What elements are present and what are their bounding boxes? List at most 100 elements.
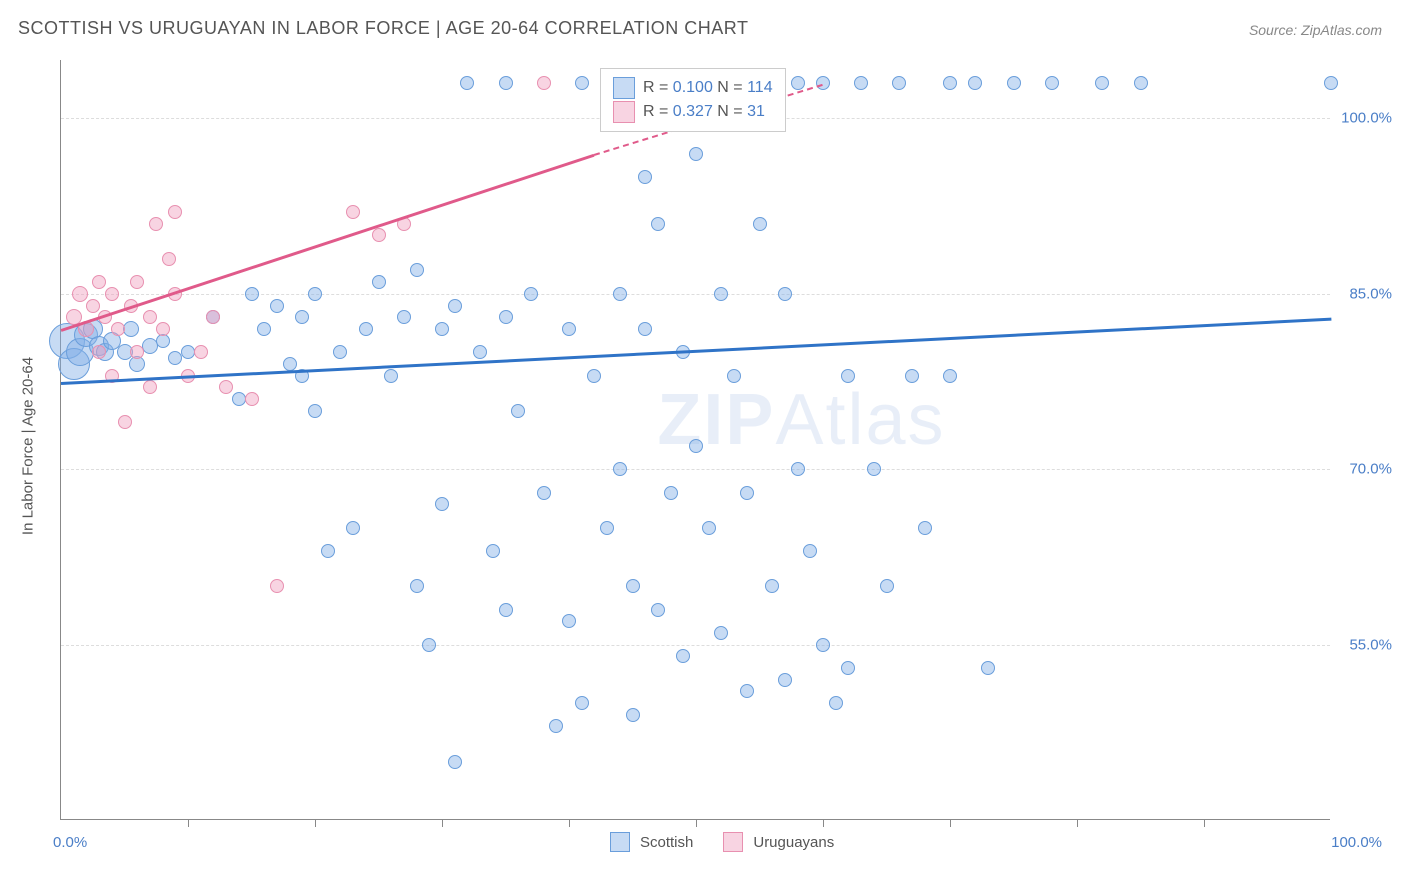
legend-stat-text: R = 0.100 N = 114 — [643, 79, 773, 97]
scatter-point — [245, 392, 259, 406]
scatter-point — [689, 147, 703, 161]
watermark-suffix: Atlas — [775, 380, 945, 460]
scatter-point — [460, 76, 474, 90]
y-tick-label: 70.0% — [1349, 461, 1392, 478]
scatter-point — [511, 404, 525, 418]
scatter-point — [499, 603, 513, 617]
scatter-point — [638, 170, 652, 184]
x-tick — [188, 819, 189, 827]
scatter-point — [537, 486, 551, 500]
scatter-point — [702, 521, 716, 535]
scatter-point — [435, 497, 449, 511]
scatter-point — [162, 252, 176, 266]
scatter-point — [829, 696, 843, 710]
scatter-point — [816, 638, 830, 652]
scatter-point — [384, 369, 398, 383]
scatter-point — [359, 322, 373, 336]
scatter-point — [333, 345, 347, 359]
y-tick-label: 100.0% — [1341, 110, 1392, 127]
scatter-point — [435, 322, 449, 336]
scatter-point — [791, 462, 805, 476]
legend-stat-row: R = 0.327 N = 31 — [613, 101, 773, 123]
scatter-point — [664, 486, 678, 500]
scatter-point — [778, 673, 792, 687]
legend-series-label: Uruguayans — [753, 834, 834, 851]
scatter-point — [1134, 76, 1148, 90]
scatter-point — [880, 579, 894, 593]
scatter-point — [753, 217, 767, 231]
gridline — [61, 645, 1330, 646]
scatter-point — [295, 310, 309, 324]
scatter-point — [905, 369, 919, 383]
scatter-point — [943, 369, 957, 383]
plot-area: ZIPAtlas 55.0%70.0%85.0%100.0% — [60, 60, 1330, 820]
x-tick — [1077, 819, 1078, 827]
scatter-point — [92, 345, 106, 359]
scatter-point — [111, 322, 125, 336]
scatter-point — [72, 286, 88, 302]
scatter-point — [130, 275, 144, 289]
scatter-point — [346, 521, 360, 535]
scatter-point — [1045, 76, 1059, 90]
legend-series-label: Scottish — [640, 834, 693, 851]
scatter-point — [346, 205, 360, 219]
scatter-point — [740, 486, 754, 500]
scatter-point — [1324, 76, 1338, 90]
legend-swatch — [613, 101, 635, 123]
scatter-point — [270, 579, 284, 593]
scatter-point — [791, 76, 805, 90]
scatter-point — [410, 263, 424, 277]
x-tick — [696, 819, 697, 827]
legend-stat-text: R = 0.327 N = 31 — [643, 103, 765, 121]
scatter-point — [841, 661, 855, 675]
scatter-point — [194, 345, 208, 359]
scatter-point — [448, 755, 462, 769]
source-label: Source: ZipAtlas.com — [1249, 22, 1382, 38]
trend-line — [61, 154, 595, 332]
scatter-point — [105, 287, 119, 301]
legend-swatch — [723, 832, 743, 852]
scatter-point — [854, 76, 868, 90]
scatter-point — [499, 76, 513, 90]
scatter-point — [1095, 76, 1109, 90]
x-axis-max-label: 100.0% — [1331, 834, 1382, 851]
scatter-point — [168, 205, 182, 219]
scatter-point — [740, 684, 754, 698]
scatter-point — [943, 76, 957, 90]
scatter-point — [651, 217, 665, 231]
scatter-point — [372, 275, 386, 289]
scatter-point — [562, 614, 576, 628]
scatter-point — [92, 275, 106, 289]
scatter-point — [257, 322, 271, 336]
legend-stats: R = 0.100 N = 114 R = 0.327 N = 31 — [600, 68, 786, 132]
x-tick — [823, 819, 824, 827]
scatter-point — [803, 544, 817, 558]
scatter-point — [816, 76, 830, 90]
y-tick-label: 85.0% — [1349, 285, 1392, 302]
scatter-point — [727, 369, 741, 383]
scatter-point — [918, 521, 932, 535]
scatter-point — [613, 462, 627, 476]
y-tick-label: 55.0% — [1349, 636, 1392, 653]
scatter-point — [283, 357, 297, 371]
scatter-point — [1007, 76, 1021, 90]
scatter-point — [981, 661, 995, 675]
scatter-point — [410, 579, 424, 593]
chart-container: SCOTTISH VS URUGUAYAN IN LABOR FORCE | A… — [0, 0, 1406, 892]
scatter-point — [308, 404, 322, 418]
x-tick — [315, 819, 316, 827]
scatter-point — [245, 287, 259, 301]
scatter-point — [308, 287, 322, 301]
scatter-point — [638, 322, 652, 336]
scatter-point — [778, 287, 792, 301]
scatter-point — [206, 310, 220, 324]
scatter-point — [422, 638, 436, 652]
legend-series: Scottish Uruguayans — [610, 832, 854, 852]
scatter-point — [149, 217, 163, 231]
scatter-point — [143, 380, 157, 394]
scatter-point — [537, 76, 551, 90]
scatter-point — [86, 299, 100, 313]
x-tick — [1204, 819, 1205, 827]
x-axis-min-label: 0.0% — [53, 834, 87, 851]
scatter-point — [499, 310, 513, 324]
